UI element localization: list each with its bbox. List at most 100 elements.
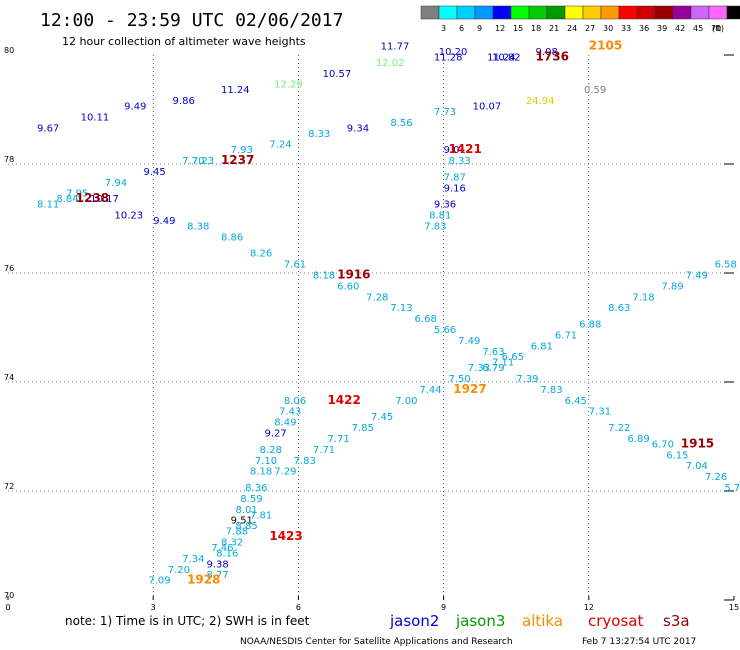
y-tick-label: 76 [4,264,14,273]
data-point-label: 8.32 [221,538,243,549]
legend-swatch [654,5,674,20]
legend-tick-label: 30 [603,24,613,33]
data-point-label: 7.94 [105,178,127,189]
time-label: 1916 [337,267,370,281]
legend-tick-label: 21 [549,24,559,33]
data-point-label: 6.81 [531,341,553,352]
data-point-label: 7.49 [686,270,708,281]
data-point-label: 8.59 [240,494,262,505]
data-point-label: 7.85 [352,423,374,434]
data-point-label: 7.95 [66,189,88,200]
legend-swatch [420,5,440,20]
data-point-label: 7.13 [390,303,412,314]
data-point-label: 8.33 [448,156,470,167]
data-point-label: 8.28 [260,445,282,456]
legend-swatch [600,5,620,20]
x-tick-label: 0 [5,603,10,612]
legend-swatch [582,5,602,20]
time-label: 1237 [221,153,254,167]
data-point-label: 8.38 [187,221,209,232]
data-point-label: 10.17 [90,194,119,205]
legend-swatch [528,5,548,20]
legend-unit: (ft) [712,24,724,33]
data-point-label: 8.86 [221,232,243,243]
data-point-label: 7.81 [250,510,272,521]
data-point-label: 7.26 [705,472,727,483]
data-point-label: 7.63 [482,347,504,358]
legend-swatch [456,5,476,20]
data-point-label: 9.67 [37,123,59,134]
plot-frame [8,55,734,600]
data-point-label: 8.18 [313,270,335,281]
data-point-label: 7.46 [211,543,233,554]
data-point-label: 7.89 [661,281,683,292]
time-label: 1736 [536,49,569,63]
data-point-label: 7.39 [516,374,538,385]
legend-swatch [690,5,710,20]
legend-swatch [618,5,638,20]
data-point-label: 7.10 [255,456,277,467]
data-point-label: 6.89 [628,434,650,445]
x-tick-label: 15 [729,603,739,612]
data-point-label: 12.29 [274,80,303,91]
legend-tick-label: 27 [585,24,595,33]
data-point-label: 7.87 [444,172,466,183]
data-point-label: 6.60 [337,281,359,292]
data-point-label: 7.45 [371,412,393,423]
time-labels: 1237 1238 1736 2105 1421 1916 1422 1927 1915 1423… [76,39,714,587]
legend-swatch [672,5,692,20]
time-label: 1915 [681,436,714,450]
data-point-label: 11.28 [434,52,463,63]
time-label: 1423 [269,529,302,543]
y-tick-label: 80 [4,46,14,55]
data-point-label: 5.72 [724,483,740,494]
footer-credit: NOAA/NESDIS Center for Satellite Applica… [240,637,513,647]
legend-tick-label: 12 [495,24,505,33]
data-point-label: 9.08 [536,47,558,58]
data-point-label: 9.27 [265,429,287,440]
data-point-label: 7.88 [226,527,248,538]
legend-swatch [708,5,728,20]
data-point-label: 7.33 [468,363,490,374]
legend-tick-label: 6 [459,24,464,33]
data-point-label: 9.86 [173,96,195,107]
data-point-label: 7.70 [182,156,204,167]
data-point-label: 7.31 [589,407,611,418]
data-points: 9.67 10.11 9.49 9.86 11.24 12.29 10.57 12.02 11.… [37,42,740,587]
satellite-name: cryosat [588,612,643,630]
data-point-label: 9.51 [231,516,253,527]
data-point-label: 9.16 [444,183,466,194]
data-point-label: 7.93 [231,145,253,156]
data-point-label: 9.49 [153,216,175,227]
data-point-label: 6.88 [579,320,601,331]
plot-area: 0 3 6 9 12 15 70 72 74 76 78 80 9.67 10.11 9.49 9.86 11… [4,39,740,612]
legend-tick-label: 36 [639,24,649,33]
data-point-label: 8.06 [284,396,306,407]
y-tick-label: 74 [4,373,14,382]
data-point-label: 7.24 [269,140,291,151]
data-point-label: 7.04 [686,461,708,472]
data-point-label: 9.01 [444,145,466,156]
data-point-label: 7.28 [366,292,388,303]
data-point-label: 5.66 [434,325,456,336]
x-tick-label: 3 [151,603,156,612]
satellite-name: altika [522,612,563,630]
data-point-label: 7.20 [168,565,190,576]
data-point-label: 7.71 [327,434,349,445]
legend-tick-label: 70 [711,24,721,33]
data-point-label: 7.22 [608,423,630,434]
data-point-label: 7.71 [313,445,335,456]
legend-tick-label: 45 [693,24,703,33]
data-point-label: 6.79 [482,363,504,374]
legend-swatch [438,5,458,20]
data-point-label: 10.07 [473,102,502,113]
legend-tick-label: 42 [675,24,685,33]
data-point-label: 7.44 [419,385,441,396]
satellite-name: s3a [663,612,690,630]
data-point-label: 9.36 [434,200,456,211]
data-point-label: 6.58 [715,260,737,271]
data-point-label: 8.01 [235,505,257,516]
data-point-label: 7.43 [279,407,301,418]
satellite-legend: jason2 jason3 altika cryosat s3a [389,612,690,630]
legend-swatch [636,5,656,20]
